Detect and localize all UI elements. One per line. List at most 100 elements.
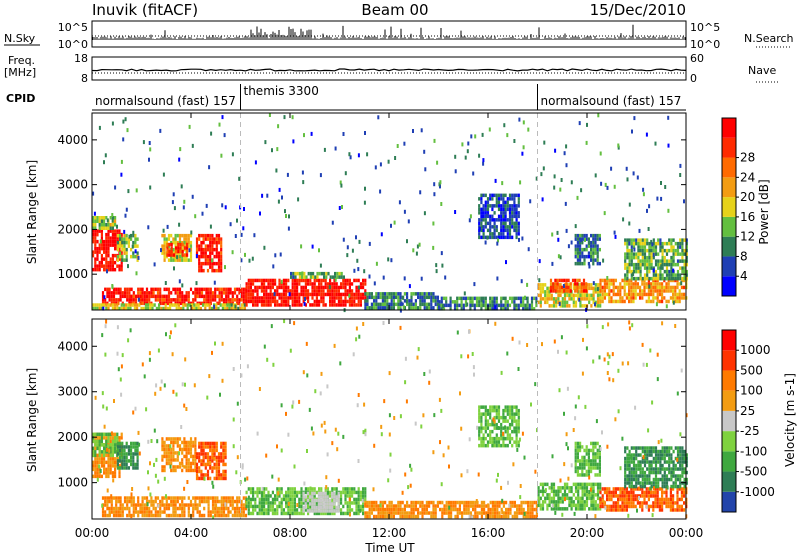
heatmap-cell bbox=[493, 436, 496, 441]
heatmap-cell bbox=[626, 245, 629, 249]
heatmap-cell bbox=[406, 504, 409, 508]
heatmap-cell bbox=[657, 241, 660, 246]
heatmap-cell bbox=[379, 514, 382, 519]
heatmap-cell bbox=[204, 251, 207, 255]
heatmap-cell bbox=[485, 514, 488, 519]
heatmap-cell bbox=[541, 500, 545, 504]
heatmap-cell bbox=[558, 285, 561, 290]
heatmap-cell bbox=[502, 204, 505, 208]
heatmap-cell bbox=[225, 499, 228, 504]
heatmap-cell bbox=[626, 252, 629, 256]
heatmap-cell bbox=[436, 302, 439, 307]
heatmap-cell bbox=[130, 459, 133, 463]
heatmap-cell bbox=[493, 228, 496, 233]
heatmap-cell bbox=[392, 292, 395, 296]
heatmap-cell bbox=[136, 459, 139, 463]
heatmap-cell bbox=[100, 223, 103, 227]
heatmap-cell bbox=[484, 303, 487, 308]
heatmap-cell bbox=[183, 513, 186, 518]
heatmap-cell bbox=[198, 247, 201, 252]
heatmap-cell bbox=[515, 303, 518, 308]
heatmap-cell bbox=[195, 469, 199, 474]
heatmap-scatter-cell bbox=[672, 300, 675, 305]
heatmap-cell bbox=[98, 306, 101, 311]
heatmap-cell bbox=[98, 226, 101, 230]
heatmap-cell bbox=[603, 292, 606, 297]
heatmap-cell bbox=[331, 505, 334, 510]
colorbar-tick-label: 20 bbox=[740, 190, 755, 204]
heatmap-cell bbox=[183, 437, 186, 441]
heatmap-cell bbox=[486, 426, 490, 430]
heatmap-cell bbox=[567, 289, 570, 293]
heatmap-cell bbox=[178, 447, 182, 452]
heatmap-cell bbox=[271, 278, 274, 283]
heatmap-cell bbox=[495, 307, 498, 311]
heatmap-cell bbox=[482, 214, 485, 219]
heatmap-cell bbox=[240, 510, 243, 514]
heatmap-cell bbox=[267, 299, 270, 304]
heatmap-cell bbox=[143, 510, 146, 514]
heatmap-cell bbox=[493, 221, 496, 226]
heatmap-cell bbox=[200, 459, 203, 463]
heatmap-cell bbox=[117, 513, 120, 518]
heatmap-cell bbox=[447, 303, 450, 308]
heatmap-cell bbox=[143, 291, 146, 295]
heatmap-scatter-cell bbox=[390, 258, 393, 263]
heatmap-cell bbox=[453, 300, 457, 304]
heatmap-cell bbox=[408, 514, 411, 519]
heatmap-cell bbox=[563, 304, 567, 308]
heatmap-cell bbox=[667, 289, 670, 293]
heatmap-cell bbox=[585, 297, 589, 301]
heatmap-cell bbox=[176, 291, 179, 295]
heatmap-cell bbox=[300, 292, 303, 297]
heatmap-cell bbox=[242, 291, 245, 295]
heatmap-cell bbox=[278, 278, 281, 283]
heatmap-cell bbox=[156, 513, 160, 518]
heatmap-cell bbox=[513, 405, 516, 409]
heatmap-cell bbox=[596, 304, 600, 308]
heatmap-cell bbox=[496, 507, 499, 512]
heatmap-cell bbox=[122, 306, 125, 311]
heatmap-cell bbox=[200, 448, 203, 453]
heatmap-cell bbox=[495, 200, 498, 205]
heatmap-cell bbox=[198, 469, 201, 474]
heatmap-cell bbox=[482, 193, 485, 198]
heatmap-cell bbox=[578, 285, 581, 290]
heatmap-cell bbox=[123, 247, 126, 252]
heatmap-cell bbox=[428, 504, 431, 508]
heatmap-scatter-cell bbox=[201, 211, 204, 216]
heatmap-cell bbox=[214, 510, 217, 514]
heatmap-cell bbox=[648, 266, 651, 270]
heatmap-cell bbox=[304, 285, 307, 290]
heatmap-scatter-cell bbox=[297, 197, 300, 202]
heatmap-cell bbox=[156, 291, 160, 295]
heatmap-cell bbox=[96, 303, 99, 307]
heatmap-cell bbox=[267, 508, 270, 512]
heatmap-cell bbox=[145, 499, 149, 504]
heatmap-cell bbox=[576, 278, 579, 283]
heatmap-cell bbox=[397, 299, 400, 303]
heatmap-cell bbox=[322, 511, 325, 516]
heatmap-cell bbox=[630, 262, 633, 267]
heatmap-cell bbox=[500, 225, 503, 229]
heatmap-cell bbox=[636, 285, 639, 290]
heatmap-cell bbox=[639, 296, 642, 300]
heatmap-cell bbox=[194, 499, 197, 504]
heatmap-cell bbox=[130, 448, 133, 453]
heatmap-scatter-cell bbox=[92, 191, 95, 196]
heatmap-cell bbox=[222, 445, 225, 449]
heatmap-cell bbox=[126, 287, 129, 292]
heatmap-cell bbox=[502, 514, 505, 519]
heatmap-cell bbox=[344, 296, 347, 300]
heatmap-cell bbox=[370, 500, 373, 505]
nsearch-tick-top: 10^5 bbox=[690, 21, 720, 34]
heatmap-cell bbox=[130, 499, 133, 504]
heatmap-cell bbox=[200, 247, 203, 252]
heatmap-cell bbox=[500, 228, 503, 233]
heatmap-cell bbox=[344, 278, 347, 283]
heatmap-cell bbox=[111, 303, 114, 307]
heatmap-cell bbox=[217, 237, 221, 241]
heatmap-cell bbox=[480, 415, 483, 420]
heatmap-cell bbox=[296, 490, 299, 495]
heatmap-cell bbox=[592, 300, 595, 305]
